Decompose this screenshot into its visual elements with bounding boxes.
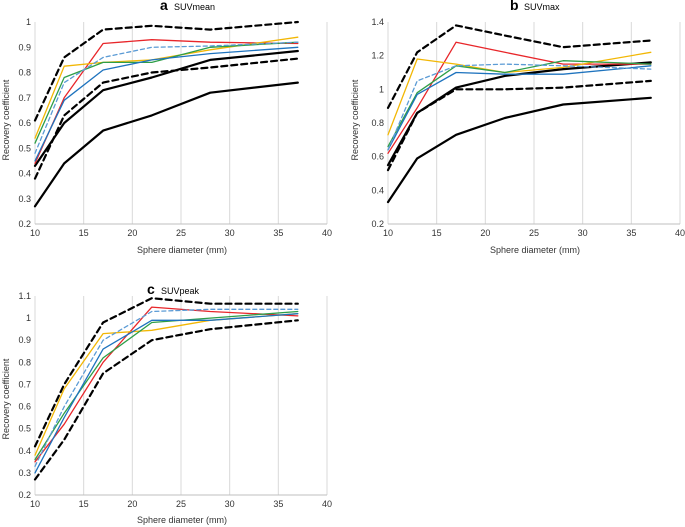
- panel-letter-b: b: [510, 0, 519, 13]
- y-tick-label: 0.5: [18, 143, 31, 153]
- y-tick-label: 0.9: [18, 42, 31, 52]
- series-line-upper-bound: [33, 297, 299, 448]
- y-axis-label: Recovery coefficient: [1, 358, 11, 439]
- y-tick-label: 0.4: [371, 185, 384, 195]
- series-line-blue: [34, 313, 299, 474]
- x-tick-label: 10: [30, 228, 40, 238]
- x-tick-label: 30: [225, 228, 235, 238]
- y-tick-label: 1: [26, 17, 31, 27]
- x-tick-label: 20: [480, 228, 490, 238]
- y-tick-label: 1: [26, 313, 31, 323]
- x-tick-label: 40: [675, 228, 685, 238]
- series-line-lower-bound: [386, 79, 652, 172]
- series-line-black-solid-upper: [33, 49, 299, 167]
- x-tick-label: 20: [127, 228, 137, 238]
- series-line-green: [34, 310, 299, 461]
- x-tick-label: 30: [578, 228, 588, 238]
- series-line-light-blue-dashed: [34, 308, 299, 467]
- series-line-green: [387, 60, 652, 148]
- series-line-orange: [387, 51, 652, 136]
- x-tick-label: 35: [273, 499, 283, 509]
- y-tick-label: 0.7: [18, 93, 31, 103]
- series-line-red: [34, 306, 299, 463]
- y-axis-label: Recovery coefficient: [350, 79, 360, 160]
- series-line-red: [34, 39, 299, 165]
- y-tick-label: 0.7: [18, 379, 31, 389]
- y-tick-label: 0.3: [18, 194, 31, 204]
- x-tick-label: 30: [225, 499, 235, 509]
- chart-title-suvmax: SUVmax: [524, 2, 560, 12]
- series-line-black-solid-lower: [386, 96, 652, 204]
- x-tick-label: 10: [383, 228, 393, 238]
- series-line-red: [387, 41, 652, 154]
- x-tick-label: 20: [127, 499, 137, 509]
- series-line-upper-bound: [33, 20, 299, 122]
- x-tick-label: 35: [626, 228, 636, 238]
- y-tick-label: 1.4: [371, 17, 384, 27]
- series-line-lower-bound: [33, 319, 299, 481]
- y-tick-label: 0.8: [18, 357, 31, 367]
- y-tick-label: 1.1: [18, 291, 31, 301]
- y-tick-label: 0.2: [371, 219, 384, 229]
- y-tick-label: 0.6: [18, 402, 31, 412]
- x-tick-label: 25: [529, 228, 539, 238]
- y-tick-label: 0.9: [18, 335, 31, 345]
- chart-suvmax: b SUVmax Sphere diameter (mm) Recovery c…: [350, 0, 685, 255]
- series-line-light-blue-dashed: [387, 63, 652, 151]
- series-line-blue: [387, 65, 652, 151]
- chart-title-suvmean: SUVmean: [174, 2, 215, 12]
- chart-suvmean: a SUVmean Sphere diameter (mm) Recovery …: [1, 0, 332, 255]
- x-axis-label: Sphere diameter (mm): [137, 245, 227, 255]
- y-tick-label: 0.6: [371, 152, 384, 162]
- x-axis-label: Sphere diameter (mm): [490, 245, 580, 255]
- chart-suvpeak: c SUVpeak Sphere diameter (mm) Recovery …: [1, 281, 332, 525]
- y-tick-label: 0.4: [18, 169, 31, 179]
- x-tick-label: 15: [79, 228, 89, 238]
- x-tick-label: 10: [30, 499, 40, 509]
- x-tick-label: 15: [79, 499, 89, 509]
- y-tick-label: 0.6: [18, 118, 31, 128]
- y-tick-label: 0.4: [18, 446, 31, 456]
- series-line-black-solid-upper: [386, 61, 652, 167]
- x-tick-label: 25: [176, 228, 186, 238]
- series-line-blue: [34, 46, 299, 162]
- y-tick-label: 1: [379, 84, 384, 94]
- x-axis-label: Sphere diameter (mm): [137, 515, 227, 525]
- x-tick-label: 15: [432, 228, 442, 238]
- y-tick-label: 0.3: [18, 468, 31, 478]
- y-tick-label: 0.5: [18, 424, 31, 434]
- x-tick-label: 40: [322, 228, 332, 238]
- x-tick-label: 25: [176, 499, 186, 509]
- y-axis-label: Recovery coefficient: [1, 79, 11, 160]
- series-line-lower-bound: [33, 57, 299, 180]
- series-line-black-solid-lower: [33, 81, 299, 208]
- panel-letter-a: a: [160, 0, 168, 13]
- x-tick-label: 35: [273, 228, 283, 238]
- series-line-green: [34, 41, 299, 144]
- x-tick-label: 40: [322, 499, 332, 509]
- chart-title-suvpeak: SUVpeak: [161, 286, 200, 296]
- y-tick-label: 0.8: [18, 68, 31, 78]
- panel-letter-c: c: [147, 281, 155, 297]
- series-line-upper-bound: [386, 24, 652, 110]
- series-line-light-blue-dashed: [34, 41, 299, 154]
- series-line-orange: [34, 36, 299, 139]
- series-line-orange: [34, 313, 299, 456]
- y-tick-label: 0.8: [371, 118, 384, 128]
- y-tick-label: 1.2: [371, 51, 384, 61]
- y-tick-label: 0.2: [18, 219, 31, 229]
- y-tick-label: 0.2: [18, 490, 31, 500]
